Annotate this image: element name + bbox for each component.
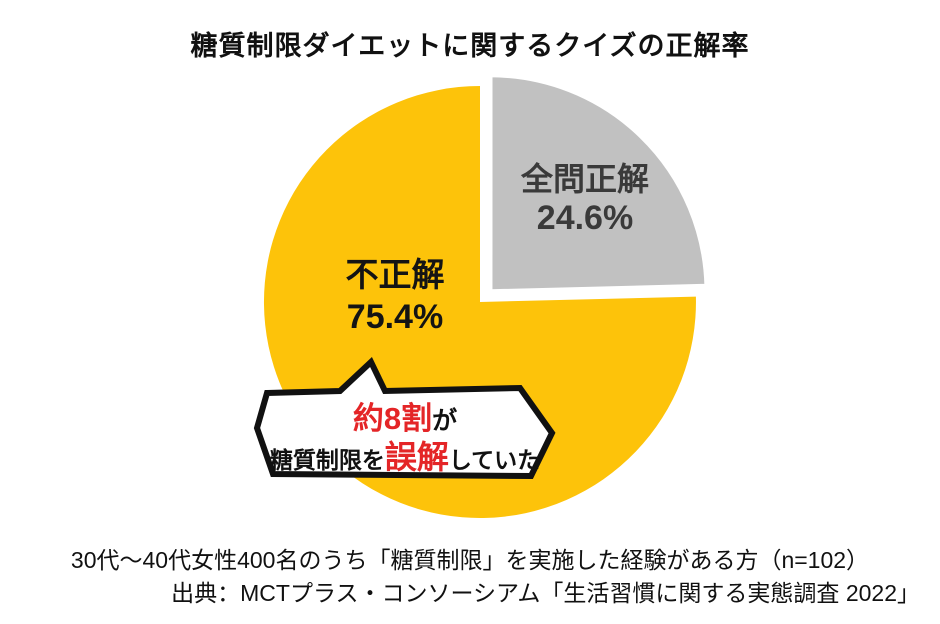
callout-line1-rest: が	[432, 407, 458, 435]
slice-label-incorrect-name: 不正解	[345, 256, 445, 293]
slice-label-correct: 全問正解 24.6%	[470, 160, 700, 238]
speech-bubble	[253, 357, 556, 480]
pie-slice-correct	[488, 73, 709, 294]
callout-line-2: 糖質制限を誤解していた	[262, 439, 548, 479]
callout-line2-highlight: 誤解	[384, 439, 449, 475]
callout-line2-post: していた	[448, 447, 541, 473]
slice-label-incorrect-value: 75.4%	[346, 298, 444, 336]
callout-line-1: 約8割が	[262, 401, 548, 439]
footer: 30代～40代女性400名のうち「糖質制限」を実施した経験がある方（n=102）…	[0, 544, 940, 610]
slice-label-correct-name: 全問正解	[520, 161, 649, 197]
source-credit: 出典：MCTプラス・コンソーシアム「生活習慣に関する実態調査 2022」	[171, 580, 920, 606]
callout-text: 約8割が 糖質制限を誤解していた	[262, 401, 548, 479]
callout-line2-pre: 糖質制限を	[269, 447, 385, 473]
slice-label-correct-value: 24.6%	[536, 199, 634, 237]
sample-note: 30代～40代女性400名のうち「糖質制限」を実施した経験がある方（n=102）	[70, 547, 870, 573]
chart-title: 糖質制限ダイエットに関するクイズの正解率	[190, 31, 750, 61]
callout-line1-highlight: 約8割	[352, 401, 433, 436]
slice-label-incorrect: 不正解 75.4%	[295, 254, 495, 338]
